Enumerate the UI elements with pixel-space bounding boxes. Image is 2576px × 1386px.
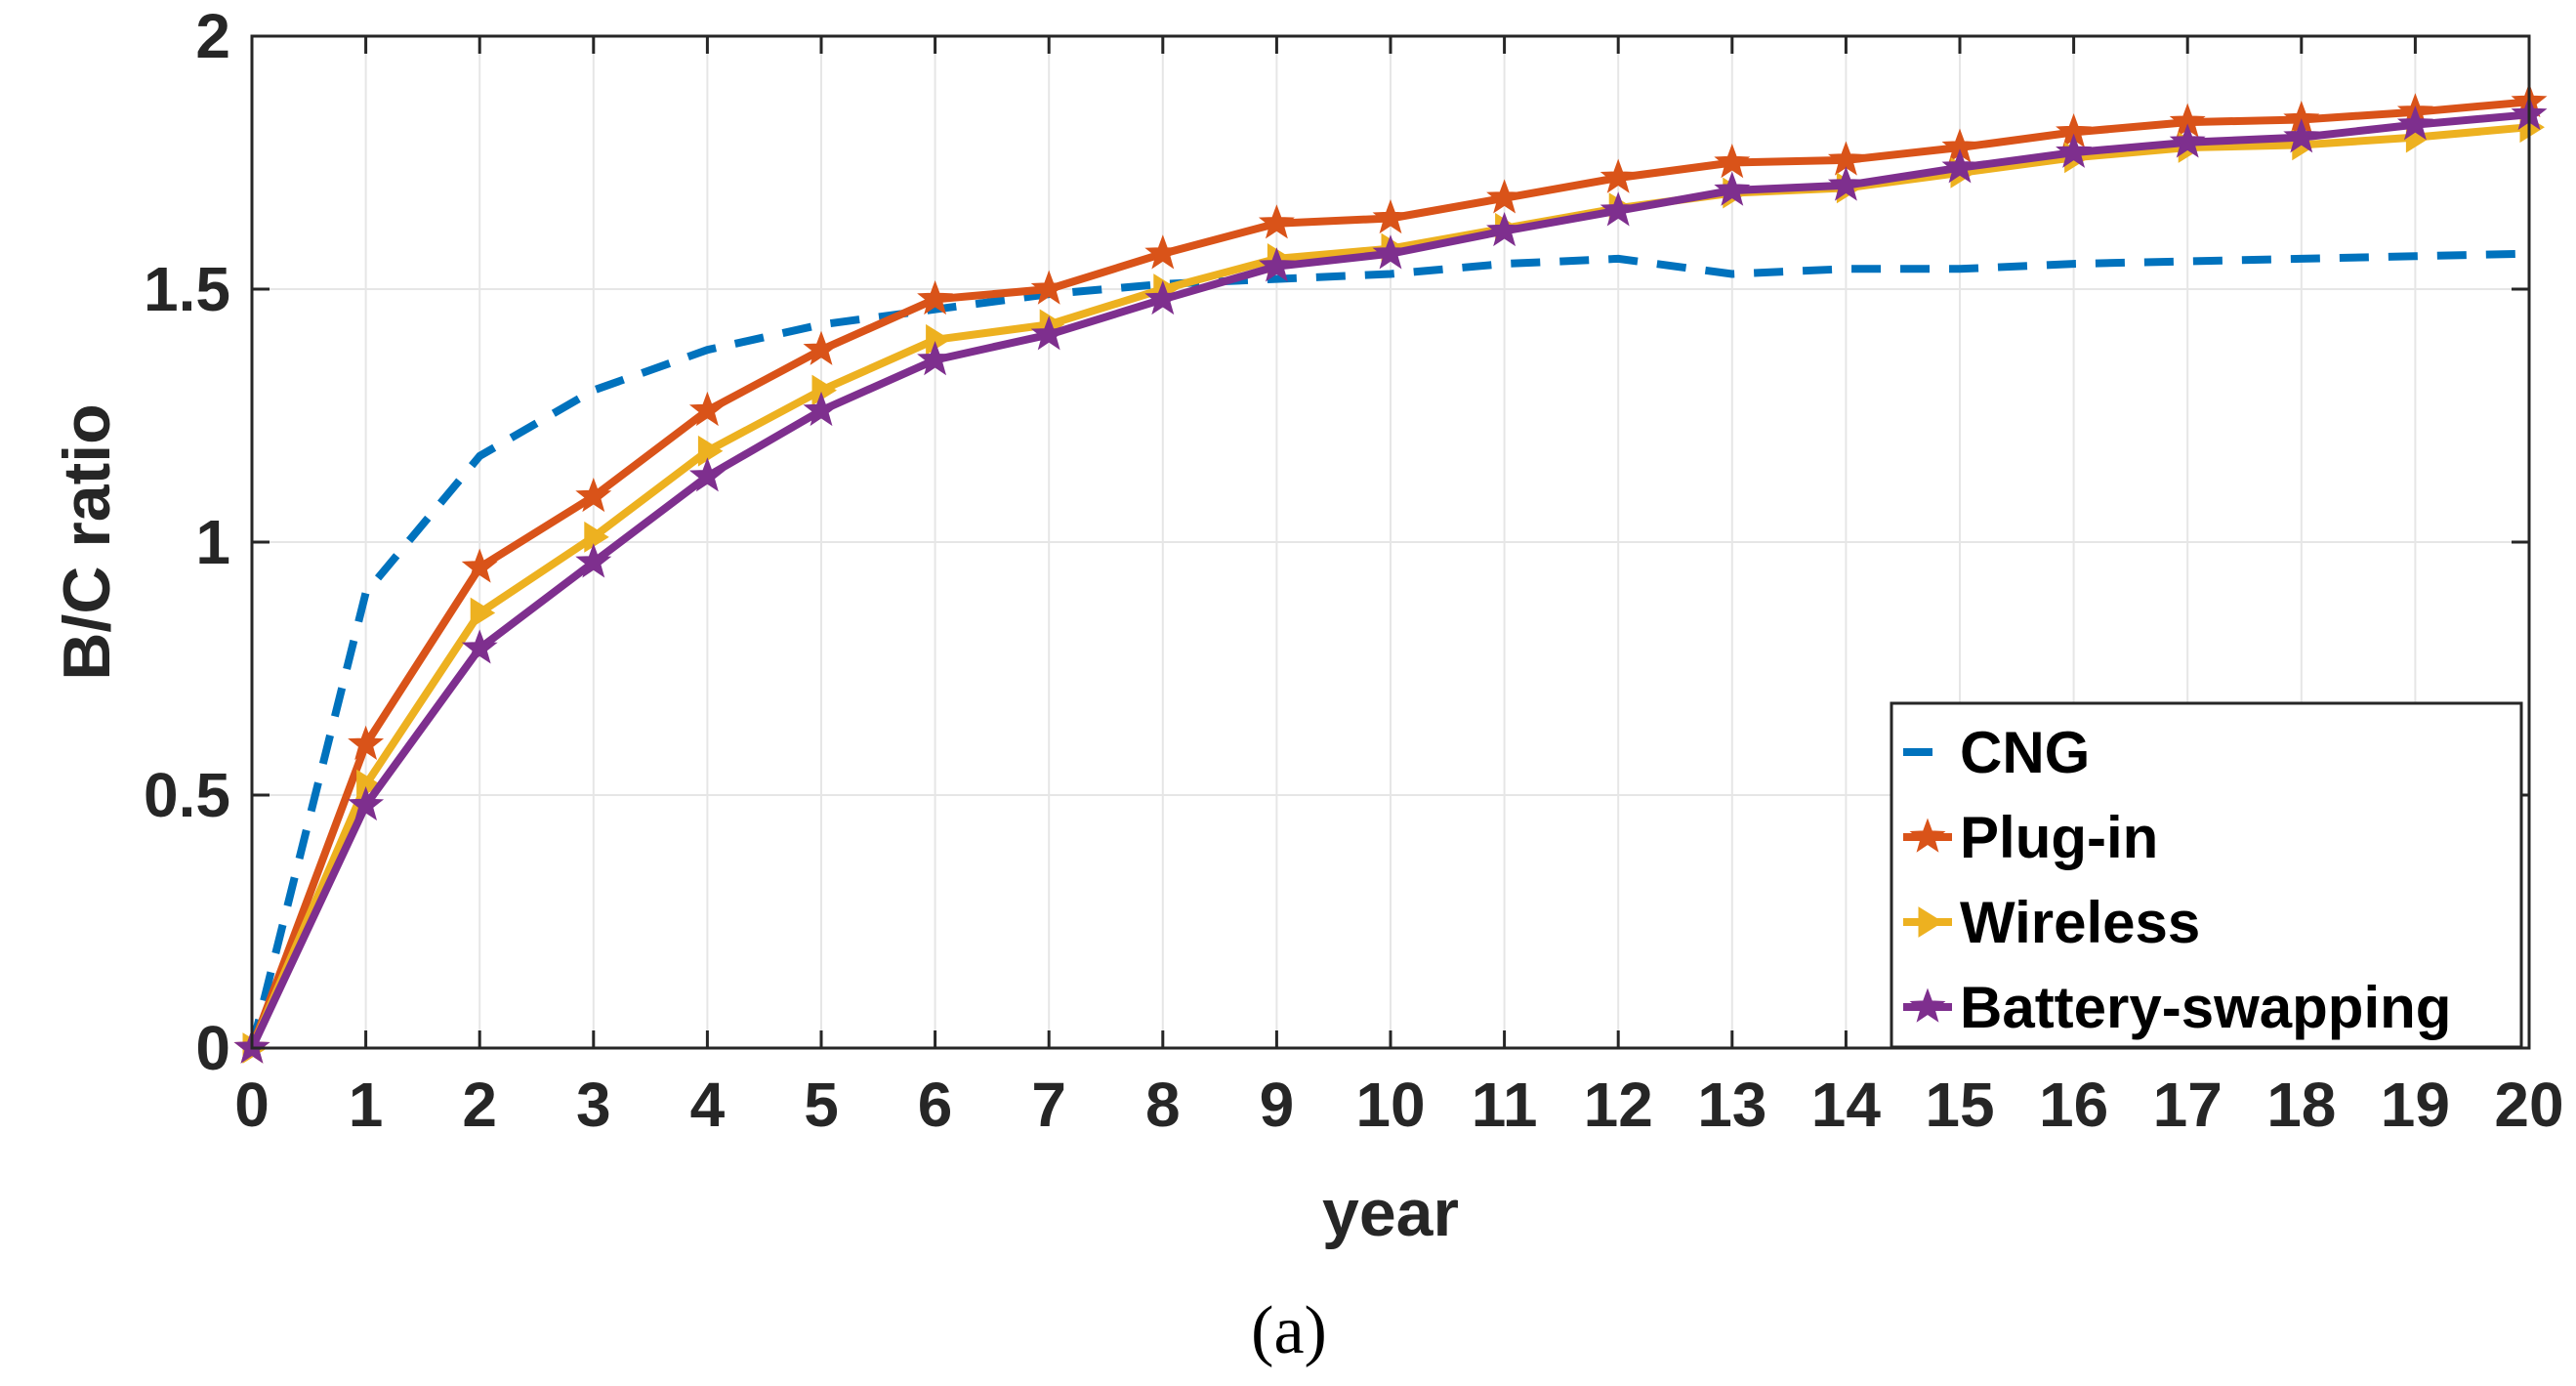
x-tick-label: 18 <box>2266 1070 2336 1140</box>
data-point <box>461 548 498 583</box>
series-cng <box>248 249 2530 1049</box>
x-tick-label: 10 <box>1355 1070 1425 1140</box>
x-tick-label: 14 <box>1811 1070 1882 1140</box>
data-point <box>575 477 612 513</box>
y-tick-label: 2 <box>195 1 230 71</box>
data-point <box>575 543 612 578</box>
x-axis-label: year <box>1322 1176 1459 1250</box>
y-tick-label: 0 <box>195 1013 230 1083</box>
data-point <box>1144 234 1182 270</box>
data-point <box>803 330 840 365</box>
x-tick-label: 19 <box>2381 1070 2450 1140</box>
x-tick-label: 5 <box>804 1070 839 1140</box>
x-tick-label: 4 <box>690 1070 726 1140</box>
data-point <box>2396 105 2433 141</box>
series-layer <box>233 82 2548 1064</box>
legend-item: Battery-swapping <box>1903 975 2451 1040</box>
x-tick-label: 13 <box>1697 1070 1766 1140</box>
data-point <box>803 391 840 427</box>
data-point <box>348 785 385 821</box>
data-point <box>461 629 498 664</box>
legend-item: Plug-in <box>1903 805 2158 870</box>
data-point <box>1941 148 1978 184</box>
y-tick-label: 0.5 <box>144 760 230 830</box>
data-point <box>2169 123 2206 158</box>
x-tick-label: 0 <box>234 1070 270 1140</box>
legend-marker <box>1909 818 1946 853</box>
legend-item: Wireless <box>1903 890 2200 955</box>
series-line <box>248 249 2530 1049</box>
data-point <box>926 323 951 356</box>
x-tick-label: 8 <box>1145 1070 1181 1140</box>
data-point <box>1486 179 1523 214</box>
legend-marker <box>1909 987 1946 1023</box>
x-tick-label: 9 <box>1260 1070 1295 1140</box>
legend-label: Wireless <box>1960 890 2200 955</box>
x-tick-label: 16 <box>2039 1070 2108 1140</box>
axis-ticks: 0 1 2 3 4 5 6 7 8 9 10 11 12 13 14 15 16 17 18 19 2000.511.5… <box>144 1 2564 1140</box>
y-tick-label: 1 <box>195 507 230 577</box>
figure-caption: (a) <box>1251 1293 1327 1368</box>
data-point <box>348 725 385 760</box>
x-tick-label: 12 <box>1584 1070 1653 1140</box>
x-tick-label: 2 <box>462 1070 497 1140</box>
data-point <box>917 341 954 376</box>
legend-item: CNG <box>1903 720 2090 785</box>
data-point <box>1486 211 1523 247</box>
data-point <box>1827 166 1864 201</box>
data-point <box>688 457 726 492</box>
x-tick-label: 11 <box>1472 1070 1538 1140</box>
x-tick-label: 7 <box>1031 1070 1066 1140</box>
x-tick-label: 6 <box>918 1070 953 1140</box>
data-point <box>1714 171 1751 206</box>
data-point <box>688 391 726 427</box>
x-tick-label: 1 <box>349 1070 384 1140</box>
data-point <box>697 435 724 467</box>
y-axis-label: B/C ratio <box>50 403 124 680</box>
data-point <box>584 521 609 553</box>
data-point <box>917 279 954 315</box>
data-point <box>811 374 837 406</box>
y-tick-label: 1.5 <box>144 254 230 324</box>
legend: CNG Plug-in Wireless Battery-swapping <box>1890 701 2523 1049</box>
data-point <box>1372 234 1409 270</box>
data-point <box>1372 199 1409 234</box>
data-point <box>356 769 382 801</box>
data-point <box>1258 247 1295 282</box>
data-point <box>1258 204 1295 239</box>
x-tick-label: 15 <box>1925 1070 1994 1140</box>
data-point <box>470 597 496 629</box>
legend-box <box>1890 701 2523 1049</box>
x-tick-label: 20 <box>2494 1070 2563 1140</box>
data-point <box>1714 144 1751 179</box>
data-point <box>2056 133 2093 168</box>
legend-label: Plug-in <box>1960 805 2158 870</box>
legend-label: Battery-swapping <box>1960 975 2451 1040</box>
legend-marker <box>1918 906 1943 938</box>
data-point <box>1600 191 1637 227</box>
legend-label: CNG <box>1960 720 2090 785</box>
data-point <box>1600 158 1637 193</box>
data-point <box>1030 270 1067 305</box>
data-point <box>2283 118 2320 153</box>
x-tick-label: 3 <box>576 1070 611 1140</box>
data-point <box>1030 315 1067 351</box>
data-point <box>1144 279 1182 315</box>
x-tick-label: 17 <box>2153 1070 2223 1140</box>
series-battery-swapping <box>233 95 2548 1064</box>
series-plug-in <box>233 82 2548 1064</box>
